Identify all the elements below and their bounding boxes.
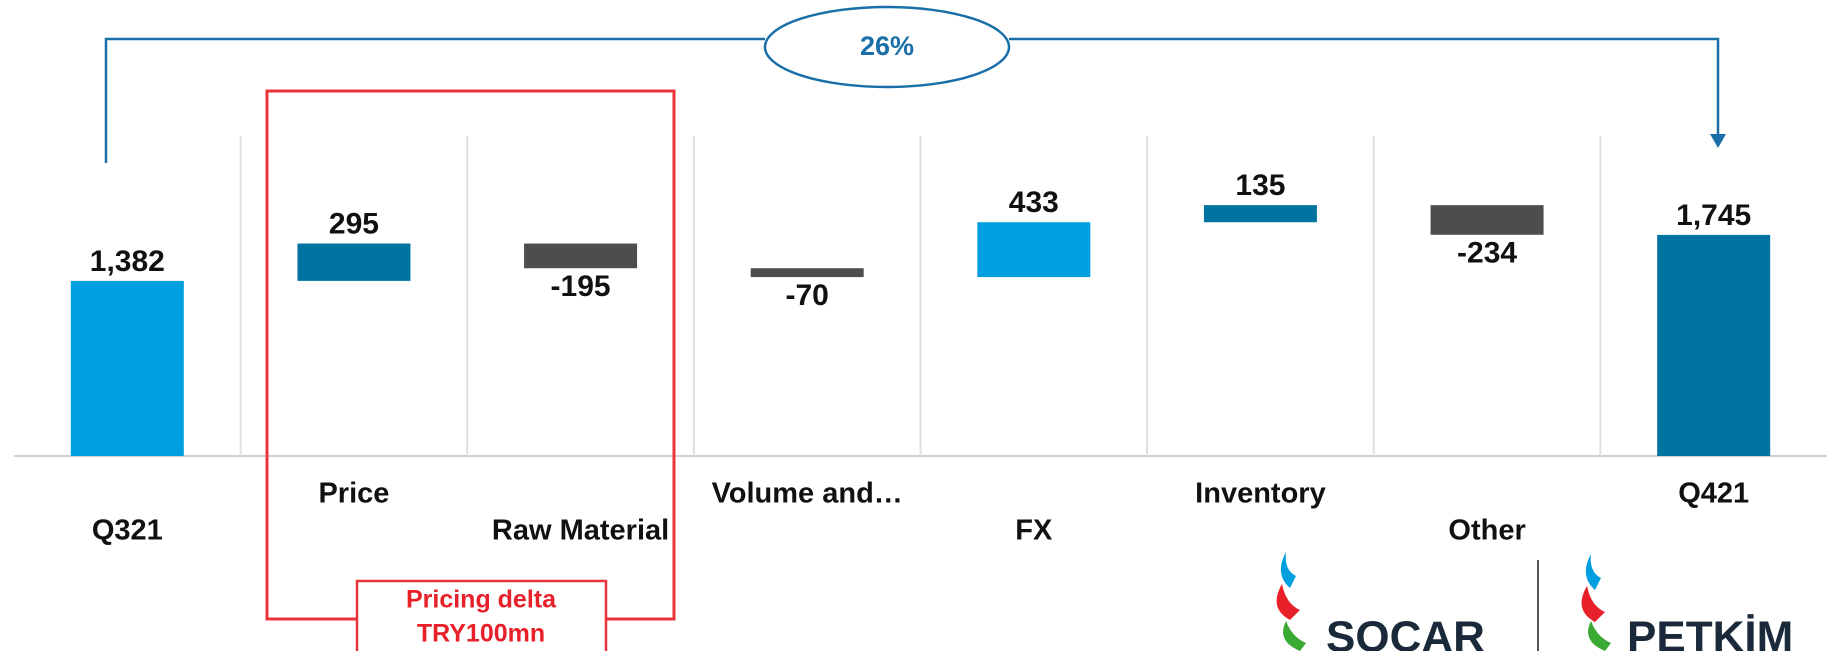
logo-text: SOCAR [1326,613,1485,651]
x-tick-label: Volume and… [712,478,903,510]
flame [1581,586,1605,622]
callout-text: TRY100mn [417,620,545,648]
callout-title: Pricing delta [406,586,557,614]
flame [1585,554,1601,590]
callout-label-box [355,579,608,651]
flame [1588,621,1611,651]
x-tick-label: Price [318,478,389,510]
value-label: 433 [1009,186,1059,219]
bar [977,222,1091,278]
connector [104,37,1720,163]
bar [70,280,184,456]
value-label: 1,382 [90,245,165,278]
logo-socar: SOCAR [1276,552,1485,651]
value-label: -234 [1457,237,1517,270]
value-label: 135 [1235,169,1285,202]
value-label: 295 [329,207,379,240]
flame [1276,584,1300,620]
x-tick-label: Q321 [92,515,163,547]
x-tick-label: Other [1448,515,1525,547]
bar [750,268,864,278]
x-tick-label: FX [1015,515,1053,547]
bar [1203,205,1317,223]
x-tick-label: Raw Material [492,515,669,547]
arrow-head [1710,134,1726,148]
bar [524,243,638,269]
value-label: -195 [551,270,611,303]
logo-text: PETKİM [1627,613,1793,651]
bar [1430,205,1544,235]
x-tick-label: Inventory [1195,478,1326,510]
value-label: -70 [786,279,829,312]
annotation: 26% [860,31,914,61]
bar [297,243,411,281]
flame [1280,552,1296,588]
bar [1657,234,1771,456]
value-label: 1,745 [1676,199,1751,232]
annotation-ellipse [763,5,1011,89]
flame [1283,621,1306,651]
logo-petkim: PETKİM [1581,554,1793,651]
plot: 1,382 Q321 295 Price -195 Raw Material -70 Volu… [70,136,1771,547]
x-tick-label: Q421 [1678,478,1749,510]
